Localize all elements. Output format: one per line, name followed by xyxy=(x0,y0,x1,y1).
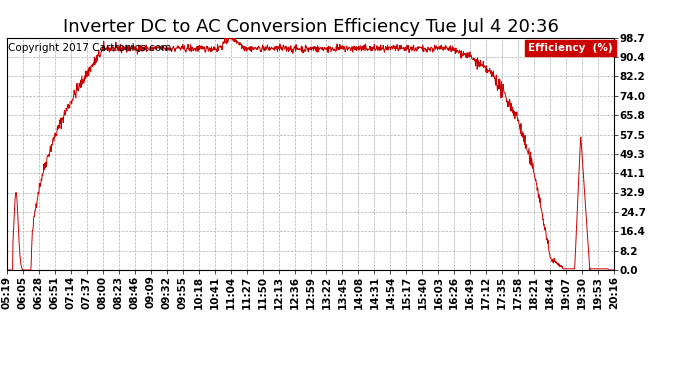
Text: Efficiency  (%): Efficiency (%) xyxy=(529,44,613,53)
Title: Inverter DC to AC Conversion Efficiency Tue Jul 4 20:36: Inverter DC to AC Conversion Efficiency … xyxy=(63,18,558,36)
Text: Copyright 2017 Cartronics.com: Copyright 2017 Cartronics.com xyxy=(8,44,172,53)
